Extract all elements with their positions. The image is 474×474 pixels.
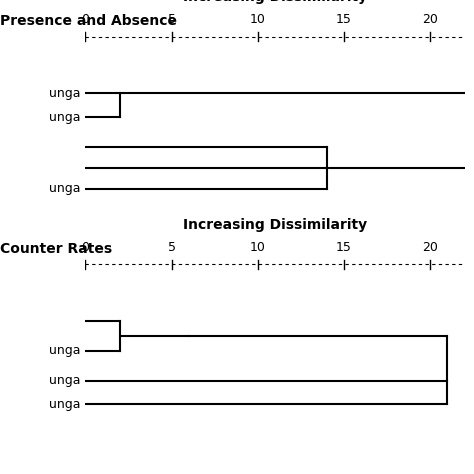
Text: Increasing Dissimilarity: Increasing Dissimilarity	[183, 0, 367, 4]
Text: Presence and Absence: Presence and Absence	[0, 14, 177, 28]
Text: 5: 5	[167, 13, 175, 27]
Text: Counter Rates: Counter Rates	[0, 242, 112, 256]
Text: unga: unga	[49, 374, 80, 387]
Text: 15: 15	[336, 13, 352, 27]
Text: 10: 10	[250, 241, 265, 254]
Text: 0: 0	[82, 241, 89, 254]
Text: unga: unga	[49, 87, 80, 100]
Text: Increasing Dissimilarity: Increasing Dissimilarity	[183, 218, 367, 232]
Text: 20: 20	[422, 13, 438, 27]
Text: 15: 15	[336, 241, 352, 254]
Text: 5: 5	[167, 241, 175, 254]
Text: unga: unga	[49, 182, 80, 195]
Text: unga: unga	[49, 111, 80, 124]
Text: unga: unga	[49, 398, 80, 411]
Text: 20: 20	[422, 241, 438, 254]
Text: 0: 0	[82, 13, 89, 27]
Text: 10: 10	[250, 13, 265, 27]
Text: unga: unga	[49, 344, 80, 357]
